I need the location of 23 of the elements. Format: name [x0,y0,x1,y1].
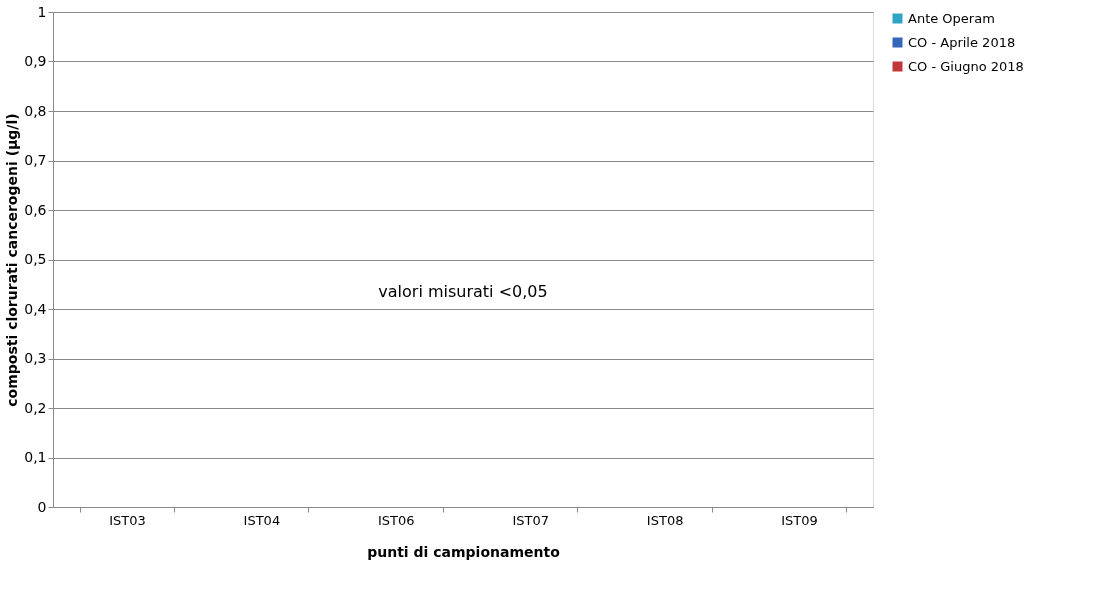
y-axis-title: composti clorurati cancerogeni (µg/l) [4,113,21,407]
y-tick-label: 0,3 [24,350,47,366]
y-tick-label: 0,6 [24,201,47,218]
x-tick-label: IST07 [512,512,549,528]
x-tick-label: IST06 [378,512,415,528]
x-tick-label: IST03 [109,512,146,528]
legend-label: CO - Giugno 2018 [908,58,1024,74]
legend-label: Ante Operam [908,10,995,26]
y-tick-label: 0,9 [24,53,47,69]
y-tick-label: 0 [37,498,47,515]
y-tick-label: 1 [37,3,47,20]
legend-label: CO - Aprile 2018 [908,34,1016,50]
x-tick-label: IST08 [646,512,684,528]
y-tick-label: 0,1 [24,449,47,465]
annotation: valori misurati <0,05 [378,281,548,301]
y-tick-label: 0,4 [24,300,47,317]
y-tick-label: 0,2 [24,399,47,416]
y-tick-label: 0,8 [24,102,47,119]
x-tick-label: IST04 [243,512,281,528]
x-tick-label: IST09 [781,512,818,528]
y-tick-label: 0,5 [24,251,47,267]
x-axis-title: punti di campionamento [367,543,561,560]
y-tick-label: 0,7 [24,152,47,168]
